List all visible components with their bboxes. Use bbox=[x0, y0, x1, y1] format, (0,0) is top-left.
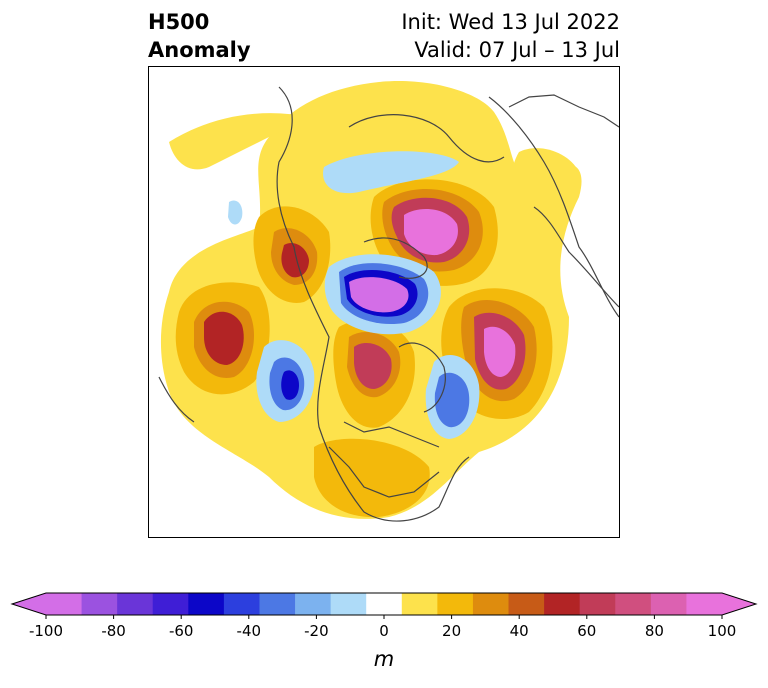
colorbar-unit-label: m bbox=[374, 647, 394, 671]
colorbar-segment bbox=[508, 593, 545, 615]
colorbar-segment bbox=[188, 593, 225, 615]
colorbar-tick-label: -20 bbox=[304, 622, 329, 640]
init-time: Init: Wed 13 Jul 2022 bbox=[401, 10, 620, 34]
colorbar-segment bbox=[472, 593, 510, 615]
colorbar-svg: -100 -80 -60 -40 -20 0 20 40 60 80 100 m bbox=[10, 592, 758, 671]
anomaly-map bbox=[158, 81, 619, 522]
colorbar-segment bbox=[401, 593, 438, 615]
colorbar-tick-label: 20 bbox=[442, 622, 461, 640]
map-panel bbox=[148, 66, 620, 538]
colorbar-max-extend bbox=[722, 593, 756, 615]
coastlines bbox=[158, 86, 619, 522]
map-title: H500 Anomaly bbox=[148, 8, 251, 64]
colorbar-segment bbox=[686, 593, 723, 615]
colorbar-tick-label: -80 bbox=[101, 622, 126, 640]
colorbar-tick-label: 60 bbox=[577, 622, 596, 640]
colorbar-segment bbox=[46, 593, 83, 615]
colorbar-segment bbox=[259, 593, 296, 615]
colorbar-segment bbox=[650, 593, 687, 615]
colorbar-segment bbox=[330, 593, 367, 615]
valid-range: Valid: 07 Jul – 13 Jul bbox=[414, 38, 620, 62]
colorbar-tick-label: -60 bbox=[169, 622, 194, 640]
colorbar-tick-label: 0 bbox=[379, 622, 389, 640]
map-subtitle: Init: Wed 13 Jul 2022 Valid: 07 Jul – 13… bbox=[401, 8, 620, 64]
colorbar-tick-label: 80 bbox=[645, 622, 664, 640]
colorbar-segment bbox=[295, 593, 332, 615]
colorbar-segment bbox=[223, 593, 260, 615]
colorbar-segment bbox=[437, 593, 474, 615]
colorbar-segment bbox=[117, 593, 154, 615]
colorbar-segment bbox=[81, 593, 118, 615]
variable-label: H500 bbox=[148, 10, 210, 34]
colorbar-tick-label: -40 bbox=[237, 622, 262, 640]
quantity-label: Anomaly bbox=[148, 38, 251, 62]
colorbar-segment bbox=[544, 593, 581, 615]
colorbar-tick-label: 40 bbox=[510, 622, 529, 640]
negative-anomaly-areas bbox=[228, 151, 480, 439]
colorbar-segment bbox=[366, 593, 403, 615]
colorbar-min-extend bbox=[12, 593, 46, 615]
colorbar-segment bbox=[152, 593, 189, 615]
colorbar-tick-label: -100 bbox=[29, 622, 63, 640]
colorbar-tick-label: 100 bbox=[708, 622, 737, 640]
colorbar-segment bbox=[579, 593, 616, 615]
colorbar-segment bbox=[615, 593, 652, 615]
colorbar: -100 -80 -60 -40 -20 0 20 40 60 80 100 m bbox=[0, 588, 768, 688]
